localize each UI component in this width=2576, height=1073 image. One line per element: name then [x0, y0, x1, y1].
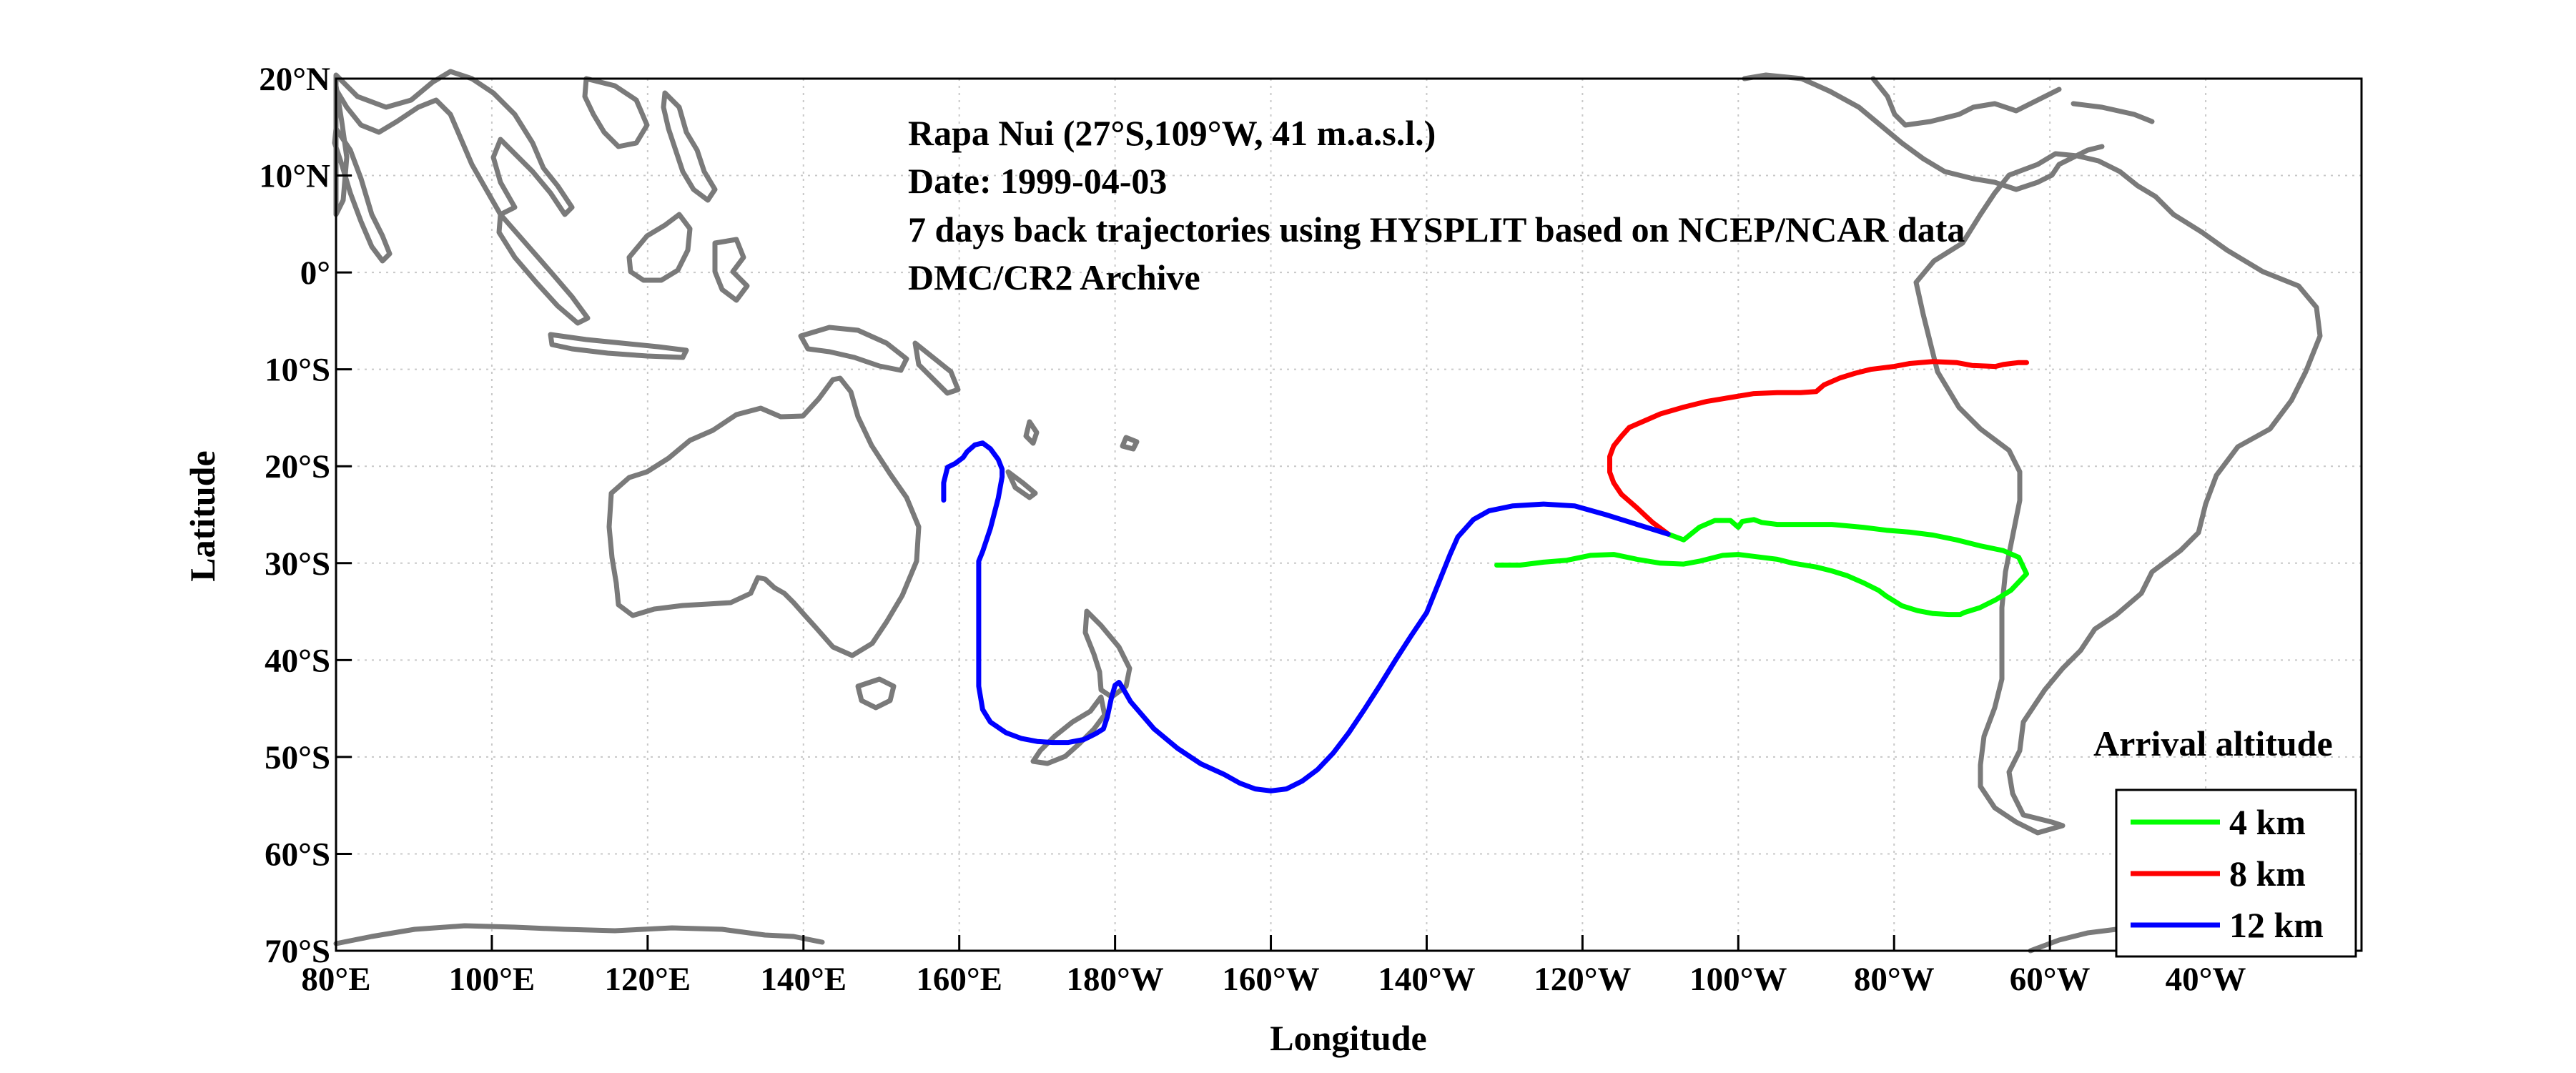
x-tick-label: 160°W [1222, 961, 1319, 998]
x-tick-label: 140°E [760, 961, 847, 998]
coastline-new-zealand-south [1030, 694, 1107, 766]
x-tick-label: 40°W [2166, 961, 2246, 998]
y-tick-label: 10°S [265, 352, 330, 389]
coastline-antarctica-west [333, 923, 825, 946]
coastline-sulawesi [712, 237, 750, 303]
x-tick-label: 120°E [605, 961, 691, 998]
coastline-new-guinea [798, 325, 909, 373]
legend-label-4km: 4 km [2229, 802, 2306, 842]
x-tick-label: 180°W [1066, 961, 1163, 998]
y-tick-label: 40°S [265, 642, 330, 679]
coastline-pacific-islands-3 [1120, 435, 1140, 452]
x-tick-label: 120°W [1534, 961, 1631, 998]
coastline-caribbean [2071, 101, 2155, 124]
coastline-south-america [1913, 151, 2323, 836]
legend-title: Arrival altitude [2093, 723, 2333, 763]
coastline-pacific-islands-2 [1023, 419, 1040, 446]
y-tick-label: 30°S [265, 545, 330, 583]
coastline-tasmania [855, 676, 897, 711]
x-axis-tick-labels: 80°E 100°E 120°E 140°E 160°E 180°W 160°W 140°W 1… [301, 935, 2246, 998]
annotation-line-date: Date: 1999-04-03 [908, 161, 1167, 201]
coastline-new-caledonia [1005, 469, 1038, 500]
annotation-line-method: 7 days back trajectories using HYSPLIT b… [908, 209, 1965, 249]
y-tick-label: 60°S [265, 836, 330, 873]
coastline-java [548, 332, 689, 360]
trajectory-4km [1494, 517, 2029, 618]
coastline-north-america [1742, 72, 2105, 192]
y-axis-title: Latitude [182, 450, 222, 581]
annotation-block: Rapa Nui (27°S,109°W, 41 m.a.s.l.) Date:… [908, 113, 1965, 297]
x-tick-label: 100°E [449, 961, 536, 998]
coastline-borneo [626, 212, 693, 283]
coastline-asia-mainland [333, 69, 575, 217]
y-axis-tick-labels: 20°N 10°N 0° 10°S 20°S 30°S 40°S 50°S 60°S 70°S [259, 61, 352, 970]
y-tick-label: 0° [300, 254, 330, 292]
y-tick-label: 70°S [265, 933, 330, 970]
legend-label-8km: 8 km [2229, 854, 2306, 894]
y-tick-label: 20°N [259, 61, 330, 98]
legend-label-12km: 12 km [2229, 905, 2324, 945]
coastline-india [332, 126, 393, 264]
coastline-north-america-gulf [1870, 76, 2062, 128]
trajectory-lines [941, 359, 2029, 793]
x-tick-label: 80°W [1854, 961, 1935, 998]
trajectory-12km [941, 440, 1671, 793]
plot-frame [335, 77, 2363, 952]
coastline-australia [606, 375, 922, 658]
legend: 4 km 8 km 12 km [2115, 788, 2357, 958]
x-tick-label: 80°E [301, 961, 370, 998]
x-tick-label: 100°W [1689, 961, 1787, 998]
x-tick-label: 140°W [1378, 961, 1475, 998]
x-tick-label: 60°W [2010, 961, 2091, 998]
trajectory-8km [1607, 359, 2029, 537]
y-tick-label: 20°S [265, 448, 330, 485]
coastline-asia-east [582, 76, 650, 149]
coastline-pacific-islands-1 [912, 340, 961, 396]
x-axis-title: Longitude [1270, 1018, 1427, 1058]
coastline-sumatra [496, 212, 591, 326]
annotation-line-site: Rapa Nui (27°S,109°W, 41 m.a.s.l.) [908, 113, 1436, 153]
x-tick-label: 160°E [916, 961, 1002, 998]
y-tick-label: 50°S [265, 739, 330, 776]
annotation-line-archive: DMC/CR2 Archive [908, 257, 1200, 297]
y-tick-label: 10°N [259, 158, 330, 195]
coastline-philippines [661, 90, 718, 203]
